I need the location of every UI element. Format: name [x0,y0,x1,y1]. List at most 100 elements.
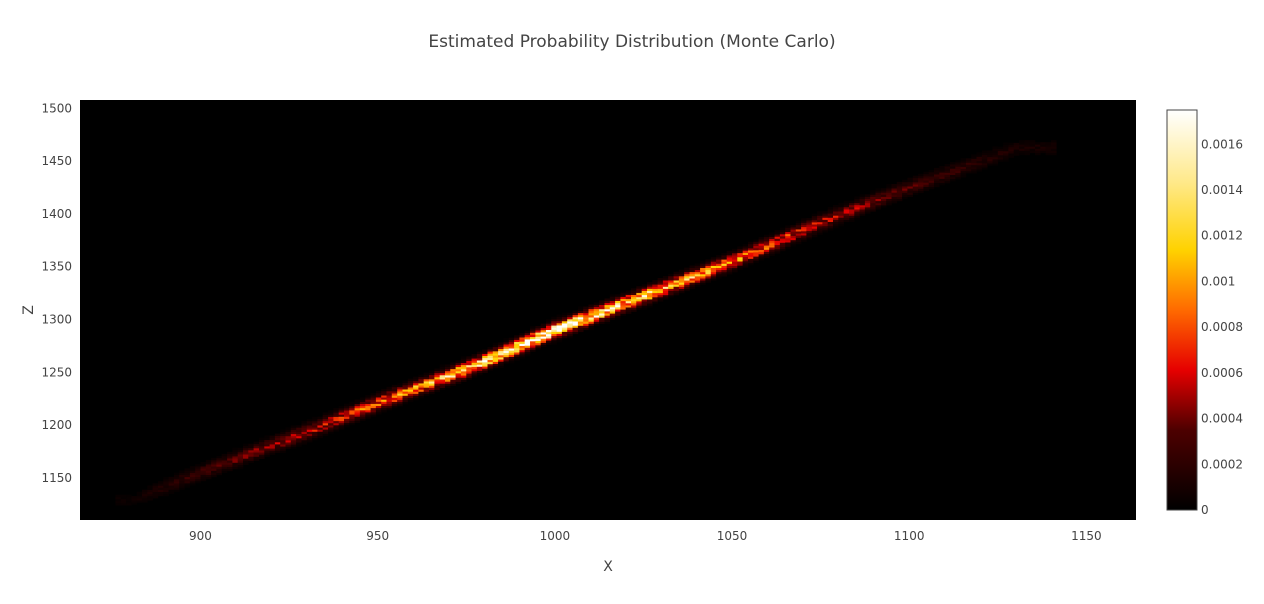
heatmap-cell [232,447,238,451]
heatmap-cell [301,435,308,439]
heatmap-cell [524,343,531,346]
heatmap-cell [631,290,637,293]
heatmap-cell [556,335,563,339]
heatmap-cell [864,211,871,214]
heatmap-cell [296,435,302,439]
heatmap-cell [641,301,648,304]
heatmap-cell [211,474,217,478]
heatmap-cell [306,433,313,437]
heatmap-cell [918,186,924,189]
heatmap-cell [471,358,478,361]
heatmap-cell [870,205,876,208]
heatmap-cell [912,190,919,193]
heatmap-cell [237,452,244,455]
heatmap-cell [540,342,547,345]
heatmap-cell [439,366,446,369]
heatmap-cell [211,468,217,471]
heatmap-cell [397,393,403,396]
heatmap-cell [205,459,212,463]
heatmap-cell [269,435,276,438]
heatmap-cell [530,334,536,338]
heatmap-cell [285,429,292,432]
heatmap-cell [492,353,499,356]
heatmap-cell [450,383,456,386]
heatmap-cell [184,470,191,473]
heatmap-cell [147,493,153,497]
heatmap-cell [200,476,207,480]
heatmap-cell [902,186,908,189]
heatmap-cell [200,464,207,467]
heatmap-cell [498,365,504,368]
heatmap-cell [439,379,446,382]
heatmap-cell [126,503,132,506]
heatmap-cell [694,284,701,287]
heatmap-cell [344,424,350,428]
heatmap-cell [439,368,446,372]
heatmap-cell [572,310,579,313]
heatmap-cell [864,194,871,197]
heatmap-cell [163,485,169,488]
heatmap-cell [551,323,557,326]
heatmap-cell [158,487,164,490]
heatmap-cell [280,431,286,434]
heatmap-cell [737,261,743,264]
heatmap-cell [726,267,733,271]
heatmap-cell [950,174,956,178]
heatmap-cell [737,250,743,254]
heatmap-cell [391,391,398,394]
heatmap-cell [551,340,557,343]
heatmap-cell [434,385,440,388]
heatmap-cell [742,263,749,266]
heatmap-cell [460,360,467,363]
heatmap-cell [609,309,616,312]
heatmap-cell [142,496,148,499]
heatmap-cell [843,200,850,204]
heatmap-cell [577,323,584,326]
heatmap-cell [678,288,685,292]
heatmap-cell [609,296,616,299]
heatmap-cell [822,211,828,214]
heatmap-cell [625,309,632,312]
heatmap-cell [290,438,297,441]
heatmap-cell [455,368,462,372]
heatmap-cell [264,444,270,447]
heatmap-cell [801,222,807,225]
heatmap-cell [827,223,834,227]
heatmap-cell [758,256,765,259]
heatmap-cell [434,372,440,376]
heatmap-cell [705,263,711,266]
heatmap-cell [859,202,866,206]
heatmap-cell [221,468,228,471]
heatmap-cell [939,168,945,171]
heatmap-cell [317,416,323,420]
heatmap-cell [338,427,345,430]
heatmap-cell [748,254,754,257]
heatmap-cell [689,286,696,289]
y-tick-label: 1200 [41,418,72,432]
heatmap-cell [944,174,951,177]
heatmap-cell [652,294,658,298]
heatmap-cell [785,238,791,241]
heatmap-cell [306,425,313,428]
heatmap-cell [120,494,127,498]
heatmap-cell [227,456,233,459]
heatmap-cell [737,257,743,260]
heatmap-cell [599,304,605,308]
heatmap-cell [700,269,706,273]
heatmap-cell [503,342,510,345]
heatmap-cell [891,188,898,191]
heatmap-cell [524,347,531,350]
heatmap-cell [391,399,398,402]
heatmap-cell [604,321,611,325]
heatmap-cell [880,200,887,204]
heatmap-cell [896,190,903,193]
colorbar-tick-label: 0 [1201,503,1209,517]
heatmap-cell [274,448,281,451]
heatmap-cell [328,416,334,419]
heatmap-cell [312,427,318,430]
heatmap-cell [296,425,302,428]
heatmap-cell [508,344,515,347]
heatmap-cell [833,217,839,220]
heatmap-cell [211,464,217,467]
heatmap-cell [631,288,637,291]
